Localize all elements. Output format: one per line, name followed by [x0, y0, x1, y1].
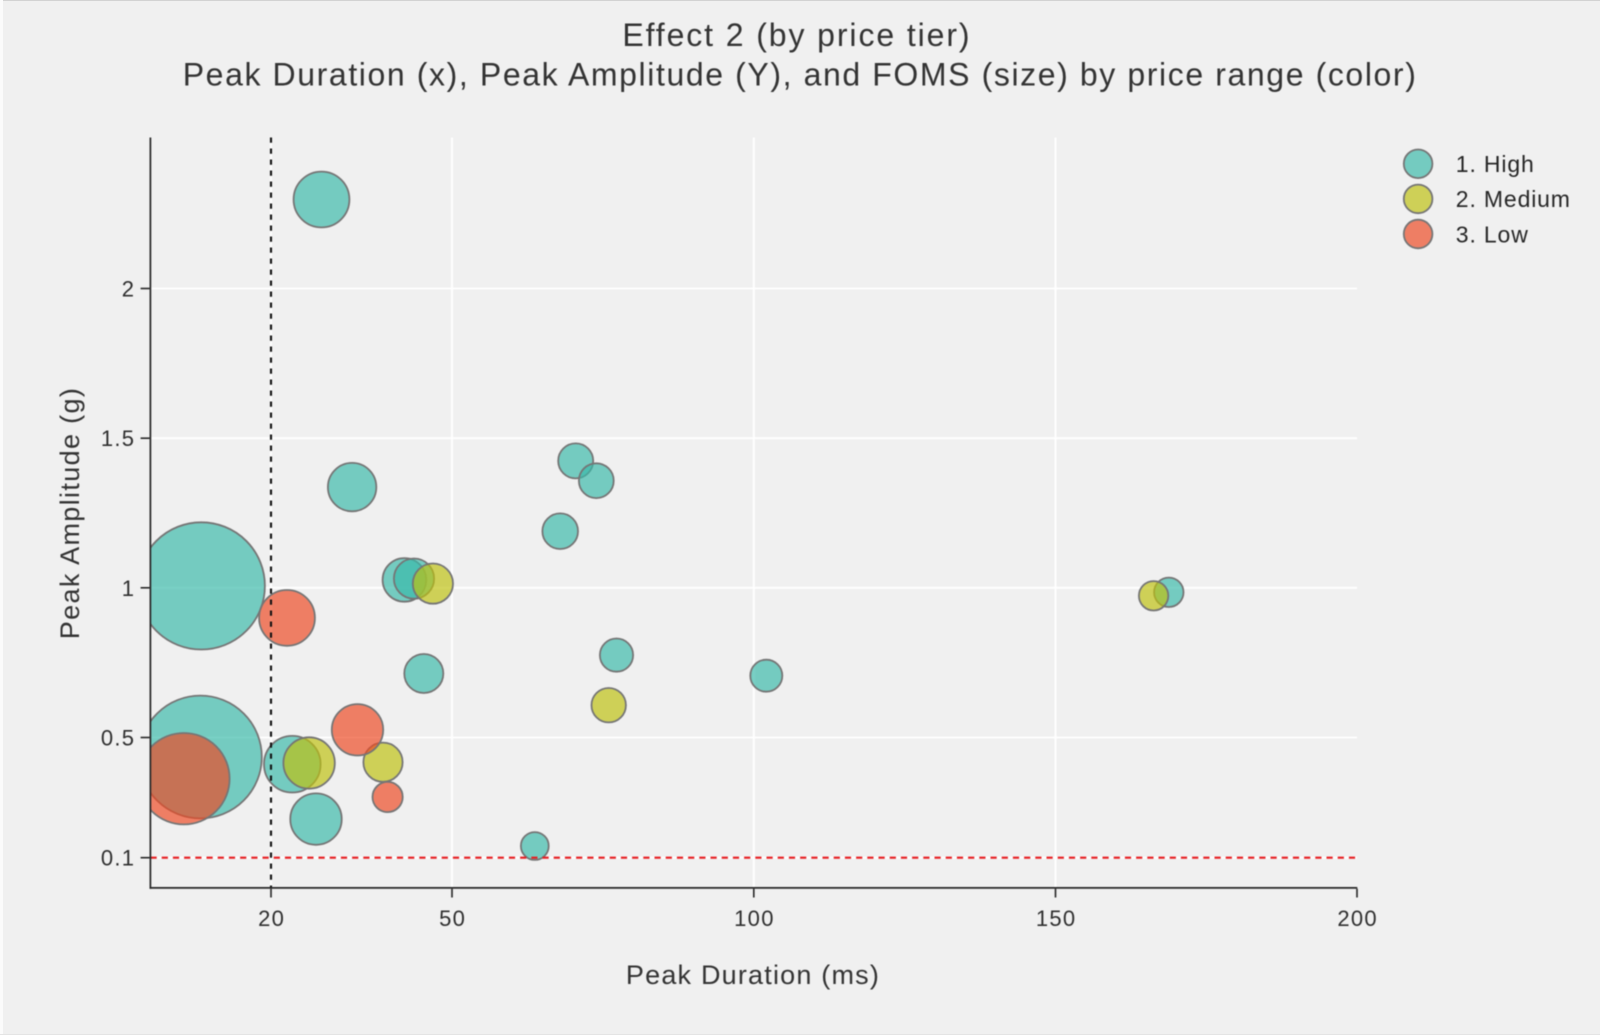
svg-text:50: 50 [439, 906, 466, 931]
svg-text:2: 2 [122, 277, 136, 302]
svg-text:3. Low: 3. Low [1456, 221, 1529, 247]
svg-text:Peak Duration (ms): Peak Duration (ms) [626, 960, 880, 990]
svg-text:2. Medium: 2. Medium [1456, 186, 1571, 212]
svg-text:150: 150 [1036, 906, 1077, 931]
svg-text:20: 20 [258, 906, 285, 931]
svg-text:1: 1 [122, 576, 136, 601]
svg-text:Peak Amplitude (g): Peak Amplitude (g) [55, 387, 85, 639]
svg-text:Effect 2 (by price tier): Effect 2 (by price tier) [622, 17, 971, 53]
svg-text:100: 100 [734, 906, 775, 931]
svg-text:1. High: 1. High [1456, 151, 1535, 177]
svg-text:Peak Duration (x), Peak Amplit: Peak Duration (x), Peak Amplitude (Y), a… [183, 57, 1418, 93]
svg-text:200: 200 [1337, 906, 1378, 931]
svg-text:0.5: 0.5 [101, 726, 135, 751]
svg-text:1.5: 1.5 [101, 426, 135, 451]
svg-text:0.1: 0.1 [101, 846, 135, 871]
